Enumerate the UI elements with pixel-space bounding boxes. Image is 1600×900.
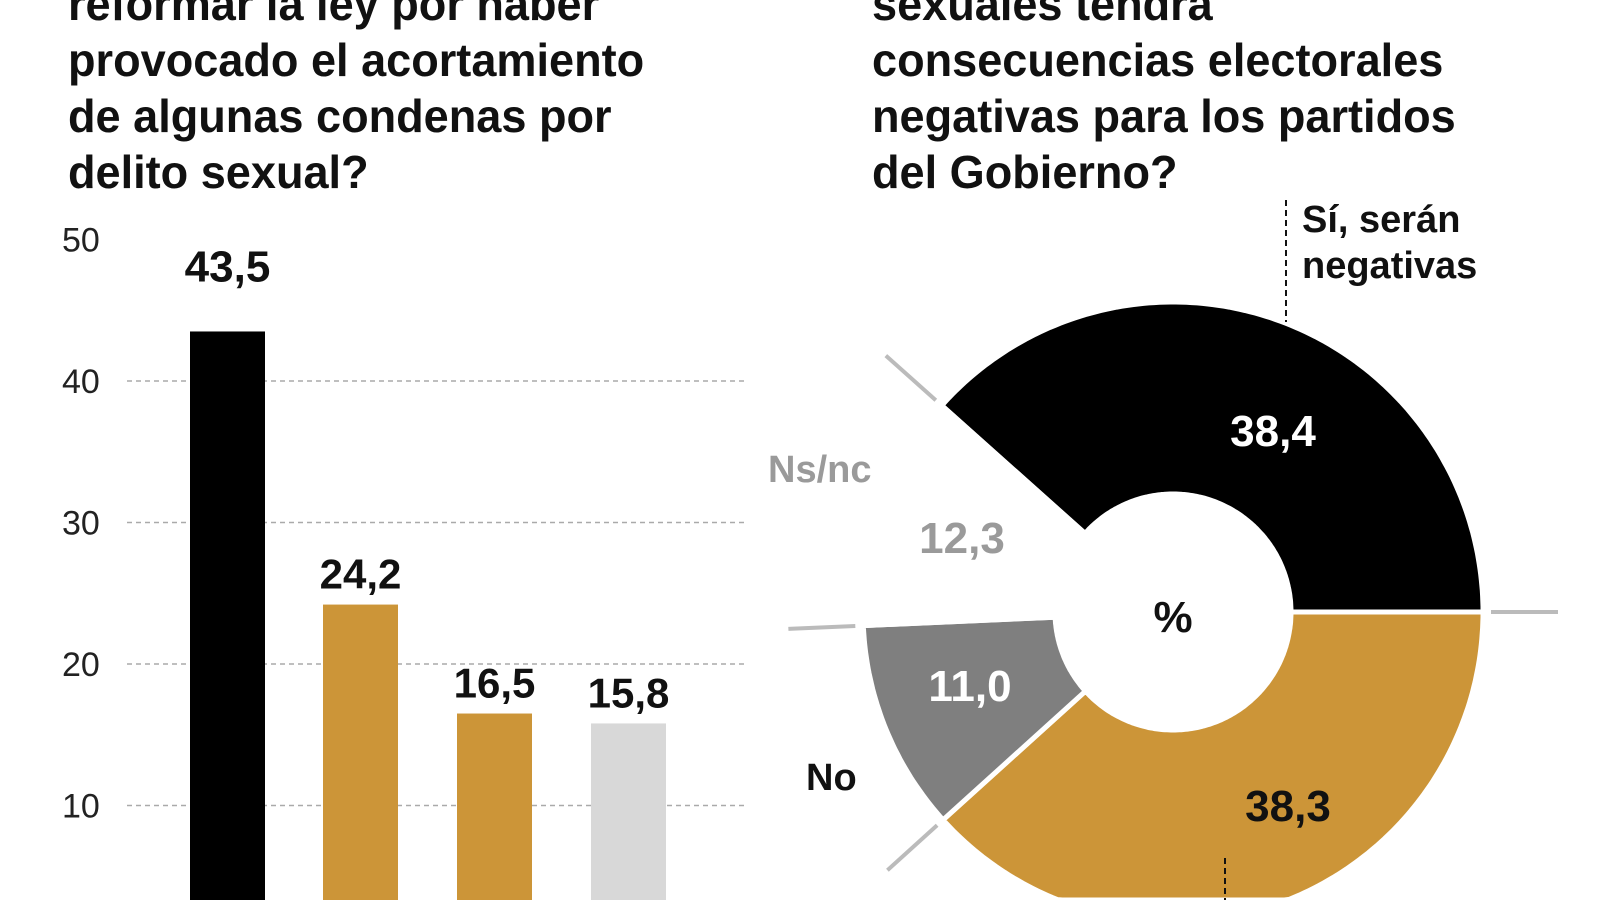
slice-separator xyxy=(788,623,856,631)
left-title-line: de algunas condenas por xyxy=(68,90,612,142)
left-title-line: delito sexual? xyxy=(68,146,369,198)
right-question-title: sexuales tendrá consecuencias electorale… xyxy=(872,0,1468,200)
slice-value-label: 11,0 xyxy=(928,662,1011,711)
bar-value-label: 24,2 xyxy=(320,551,402,598)
slice-separator xyxy=(886,823,939,872)
left-title-line: reformar la ley por haber xyxy=(68,0,600,30)
right-title-line: negativas para los partidos xyxy=(872,90,1456,142)
left-question-title: reformar la ley por haber provocado el a… xyxy=(68,0,656,200)
slice-value-label: 38,3 xyxy=(1245,782,1331,831)
bar xyxy=(323,604,398,900)
bar xyxy=(190,331,265,900)
y-tick-label: 40 xyxy=(62,363,100,401)
right-title-line: del Gobierno? xyxy=(872,146,1178,198)
bar-value-label: 15,8 xyxy=(588,669,670,716)
right-title-line: consecuencias electorales xyxy=(872,34,1444,86)
category-label-no: No xyxy=(806,757,857,799)
y-tick-label: 20 xyxy=(62,646,100,684)
bar-value-label: 16,5 xyxy=(454,660,536,707)
bar xyxy=(457,713,532,900)
category-label-yes: Sí, serán xyxy=(1302,199,1460,241)
y-tick-label: 30 xyxy=(62,505,100,543)
slice-value-label: 38,4 xyxy=(1230,407,1316,456)
donut-center-label: % xyxy=(1153,593,1192,642)
y-tick-label: 10 xyxy=(62,788,100,826)
left-title-line: provocado el acortamiento xyxy=(68,34,645,86)
bar xyxy=(591,723,666,900)
slice-value-label: 12,3 xyxy=(919,514,1005,563)
donut-slice xyxy=(860,401,1089,629)
category-label-nsnc: Ns/nc xyxy=(768,449,871,491)
right-title-line: sexuales tendrá xyxy=(872,0,1213,30)
category-label-yes: negativas xyxy=(1302,245,1477,287)
bar-value-label: 43,5 xyxy=(185,243,271,292)
y-tick-label: 50 xyxy=(62,222,100,260)
slice-separator xyxy=(884,354,938,402)
